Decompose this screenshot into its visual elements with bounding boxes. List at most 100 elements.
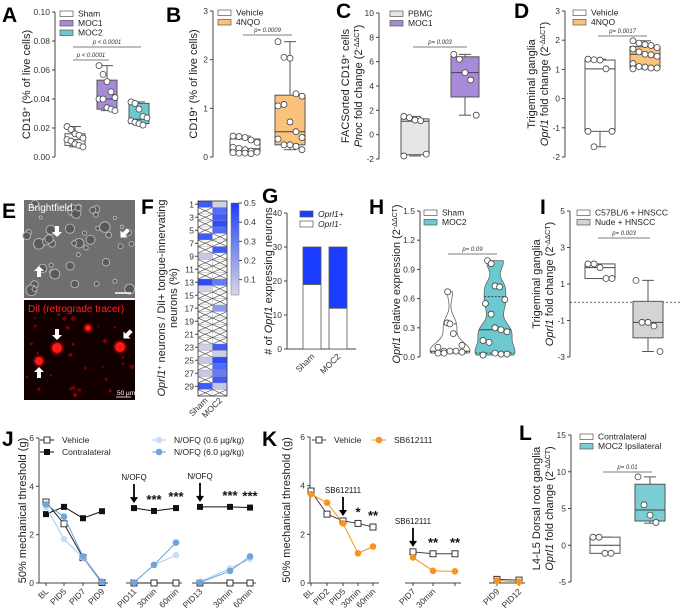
row-label: 29 <box>185 381 195 391</box>
data-point <box>280 53 288 61</box>
heatmap-cell <box>212 220 228 228</box>
open-square-marker <box>246 579 254 587</box>
labelled-neuron <box>85 325 91 331</box>
series-n-ofq-0-6-g-kg- <box>42 503 254 586</box>
faint-spot <box>97 325 100 328</box>
legend-item: MOC1 <box>59 18 103 28</box>
cell-body <box>105 231 113 239</box>
open-square-marker <box>172 579 180 587</box>
legend-swatch <box>423 209 438 216</box>
cell-fill <box>197 200 213 208</box>
open-square-marker <box>226 579 234 587</box>
y-tick-label: 30 <box>273 242 283 252</box>
data-point <box>491 324 499 332</box>
y-tick-label: 6 <box>29 433 34 443</box>
data-point <box>135 105 143 113</box>
data-point <box>235 149 243 157</box>
data-point <box>247 150 255 157</box>
p-value: p= 0.003 <box>427 40 452 46</box>
data-point <box>253 148 261 156</box>
data-point <box>629 45 637 53</box>
legend-item: MOC1 <box>389 18 433 28</box>
data-point <box>450 50 458 58</box>
panel-letter: G <box>262 185 278 208</box>
data-point <box>440 349 448 357</box>
cell-body <box>81 230 88 236</box>
panel-letter: L <box>519 422 532 445</box>
heatmap-cell <box>212 200 228 208</box>
filled-square-marker <box>44 449 50 455</box>
white-arrow-icon <box>34 266 44 277</box>
y-tick-label: 0.3 <box>403 323 415 333</box>
legend-label: Oprl1- <box>318 219 342 229</box>
box-moc1 <box>95 62 119 114</box>
circle-marker <box>409 554 417 561</box>
y-tick-label: 2 <box>29 530 34 540</box>
panel-F: F 1357911131517192123252729ShamMOC20.10.2… <box>141 196 256 420</box>
panel-letter: A <box>2 4 17 27</box>
panel-letter: F <box>141 196 154 219</box>
data-point <box>584 127 592 135</box>
series-sb612111 <box>307 490 523 586</box>
legend-item: Vehicle <box>217 8 264 18</box>
data-point <box>286 118 294 126</box>
x-tick-label: PID5 <box>48 586 69 607</box>
filled-square-marker <box>227 503 233 510</box>
row-label: 9 <box>189 251 194 261</box>
axis-label: # of Oprl1 expressing neurons <box>263 207 275 355</box>
cross-mark <box>197 324 213 332</box>
y-tick-label: 4 <box>300 481 305 491</box>
heatmap-cell <box>212 272 228 280</box>
data-point <box>602 65 610 73</box>
data-point <box>491 349 499 357</box>
data-point <box>629 65 637 73</box>
box-moc2 <box>127 98 151 129</box>
circle-marker <box>172 539 180 546</box>
faint-spot <box>81 338 84 340</box>
heatmap-cell <box>197 285 213 293</box>
y-tick-label: 3 <box>560 243 565 253</box>
open-square-marker <box>369 523 377 531</box>
y-tick-label: -2 <box>366 154 374 164</box>
legend-item: Contralateral <box>40 447 111 457</box>
data-point <box>501 296 509 303</box>
heatmap-cell <box>197 389 213 397</box>
filled-square-marker <box>80 515 86 522</box>
data-point <box>656 348 664 355</box>
series-line <box>45 504 103 583</box>
axis-label: Oprl1 relative expression (2-ΔΔCT) <box>391 204 403 363</box>
cell-fill <box>212 382 228 390</box>
legend-item: Vehicle <box>40 435 90 445</box>
p-value: p= 0.003 <box>611 231 636 237</box>
data-point <box>634 473 642 481</box>
series-line <box>496 580 520 583</box>
data-point <box>449 330 457 338</box>
label-part: (% of live cells) <box>188 29 200 106</box>
faint-spot <box>77 388 82 392</box>
y-tick-label: 4 <box>29 481 34 491</box>
data-point <box>589 533 597 541</box>
data-point <box>479 351 487 359</box>
faint-spot <box>56 312 61 317</box>
treatment-label: N/OFQ <box>121 473 146 482</box>
heatmap-cell <box>197 317 213 325</box>
legend-label: PBMC <box>408 9 433 19</box>
y-tick-label: -1 <box>557 316 565 326</box>
data-point <box>497 350 505 358</box>
cross-mark <box>197 311 213 319</box>
axis-label: Oprl1 fold change (2-ΔΔCT) <box>544 222 556 346</box>
data-point <box>646 511 654 519</box>
legend-item: 4NQO <box>572 17 615 27</box>
heatmap-cell <box>212 363 228 371</box>
heatmap-cell <box>197 376 213 384</box>
data-point <box>111 107 119 114</box>
data-point <box>650 322 658 330</box>
circle-marker <box>323 499 331 507</box>
heatmap-cell <box>197 382 213 390</box>
data-point <box>472 111 480 119</box>
cross-mark <box>197 207 213 215</box>
legend-label: Vehicle <box>236 8 264 18</box>
heatmap-cell <box>212 330 228 338</box>
p-value: p= 0.01 <box>616 465 637 471</box>
